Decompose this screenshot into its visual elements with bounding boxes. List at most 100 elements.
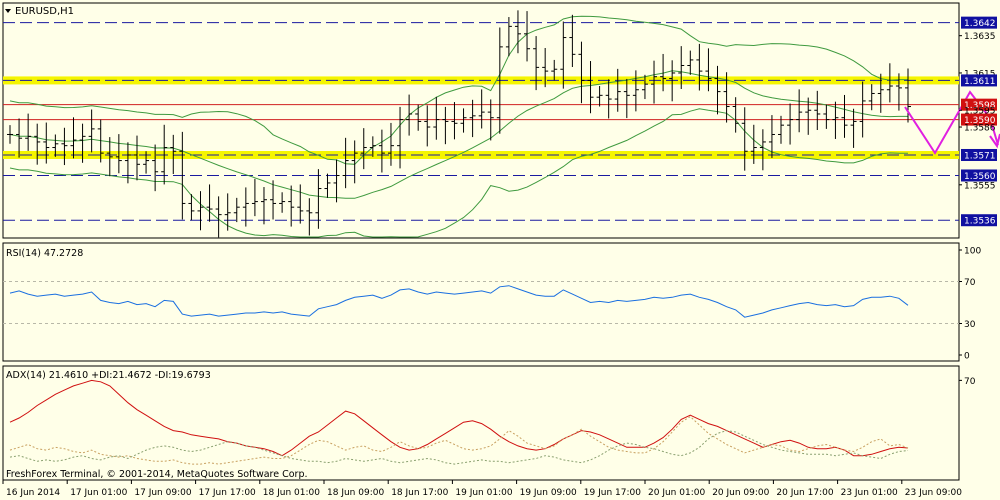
candle [260, 187, 267, 225]
adx-line [9, 379, 909, 457]
candle [387, 122, 394, 166]
candle [714, 65, 721, 115]
symbol-title-text: EURUSD,H1 [15, 6, 74, 17]
symbol-title[interactable]: EURUSD,H1 [5, 6, 74, 17]
candle [397, 106, 404, 169]
candle [406, 94, 413, 136]
candle [732, 97, 739, 133]
adx-panel-frame [2, 365, 960, 481]
time-tick-label: 20 Jun 09:00 [712, 488, 769, 498]
candle [514, 10, 521, 54]
price-label: 1.3642 [964, 19, 996, 29]
candle [342, 137, 349, 189]
price-axis: 1.36421.36351.36151.36111.35981.35951.35… [959, 16, 997, 227]
candle [152, 144, 159, 192]
forecast-arrow [904, 90, 1000, 155]
rsi-title: RSI(14) 47.2728 [6, 248, 83, 259]
rsi-panel-frame [2, 242, 960, 362]
candle [768, 115, 775, 158]
candle [333, 159, 340, 203]
candle [324, 173, 331, 198]
candle [179, 131, 186, 220]
candle [97, 119, 104, 163]
price-label-box [961, 169, 997, 182]
candle [106, 137, 113, 177]
candle [678, 46, 685, 89]
candle [895, 73, 902, 111]
candle [206, 184, 213, 222]
price-tick-label: 1.3635 [964, 32, 996, 42]
candle [170, 134, 177, 174]
candle [614, 68, 621, 112]
candle [868, 84, 875, 111]
candle [233, 197, 240, 223]
price-label: 1.3560 [964, 172, 996, 182]
candle [79, 123, 86, 163]
candle [651, 60, 658, 104]
candle [242, 187, 249, 227]
candle [351, 140, 358, 184]
candle [587, 61, 594, 114]
price-label: 1.3571 [964, 151, 996, 161]
rsi-tick-label: 30 [964, 320, 976, 330]
price-label: 1.3598 [964, 101, 996, 111]
candle [478, 89, 485, 129]
forecast-arrowhead [989, 133, 1000, 149]
time-tick-label: 19 Jun 01:00 [455, 488, 512, 498]
bollinger-bands [9, 15, 908, 238]
price-panel-frame [2, 2, 960, 239]
candle [505, 17, 512, 57]
time-tick-label: 17 Jun 09:00 [134, 488, 191, 498]
candle [43, 122, 50, 164]
candle [886, 63, 893, 103]
price-label-box [961, 113, 997, 126]
candle [778, 115, 785, 144]
candle [669, 60, 676, 102]
time-tick-label: 23 Jun 01:00 [841, 488, 898, 498]
horizontal-levels [3, 22, 959, 221]
candles [7, 10, 911, 238]
candle [632, 70, 639, 112]
candle [88, 109, 95, 153]
di-minus-line [9, 430, 909, 465]
candle [551, 59, 558, 81]
candle [814, 90, 821, 131]
candle [641, 74, 648, 100]
adx-title: ADX(14) 21.4610 +DI:21.4672 -DI:19.6793 [6, 370, 211, 381]
rsi-panel: RSI(14) 47.2728 100 70 30 0 [2, 242, 981, 362]
candle [605, 79, 612, 119]
price-tick-label: 1.3595 [964, 107, 996, 117]
candle [224, 193, 231, 231]
candle [451, 102, 458, 140]
candle [705, 48, 712, 92]
price-label-box [961, 98, 997, 111]
candle [560, 21, 567, 89]
adx-tick-label: 70 [964, 377, 976, 387]
candle [660, 53, 667, 92]
candle [61, 127, 68, 166]
candle [596, 86, 603, 107]
candle [369, 136, 376, 157]
candle [877, 73, 884, 113]
candle [251, 178, 258, 217]
copyright-text: FreshForex Terminal, © 2001-2014, MetaQu… [6, 469, 308, 480]
candle [905, 68, 911, 123]
price-label-box [961, 148, 997, 161]
candle [70, 117, 77, 159]
candle [188, 194, 195, 221]
price-panel: EURUSD,H1 1.36421.36351.36151.36111.3598… [2, 2, 1000, 239]
candle [687, 50, 694, 75]
candle [297, 184, 304, 224]
candle [787, 103, 794, 145]
candle [270, 180, 277, 220]
price-label: 1.3590 [964, 116, 996, 126]
candle [524, 11, 531, 62]
candle [832, 101, 839, 139]
rsi-tick-label: 100 [964, 247, 981, 257]
time-tick-label: 19 Jun 17:00 [584, 488, 641, 498]
adx-panel: ADX(14) 21.4610 +DI:21.4672 -DI:19.6793 … [2, 365, 976, 481]
time-tick-label: 18 Jun 01:00 [263, 488, 320, 498]
rsi-line [9, 285, 909, 318]
chevron-down-icon[interactable] [5, 9, 11, 13]
candle [741, 107, 748, 171]
